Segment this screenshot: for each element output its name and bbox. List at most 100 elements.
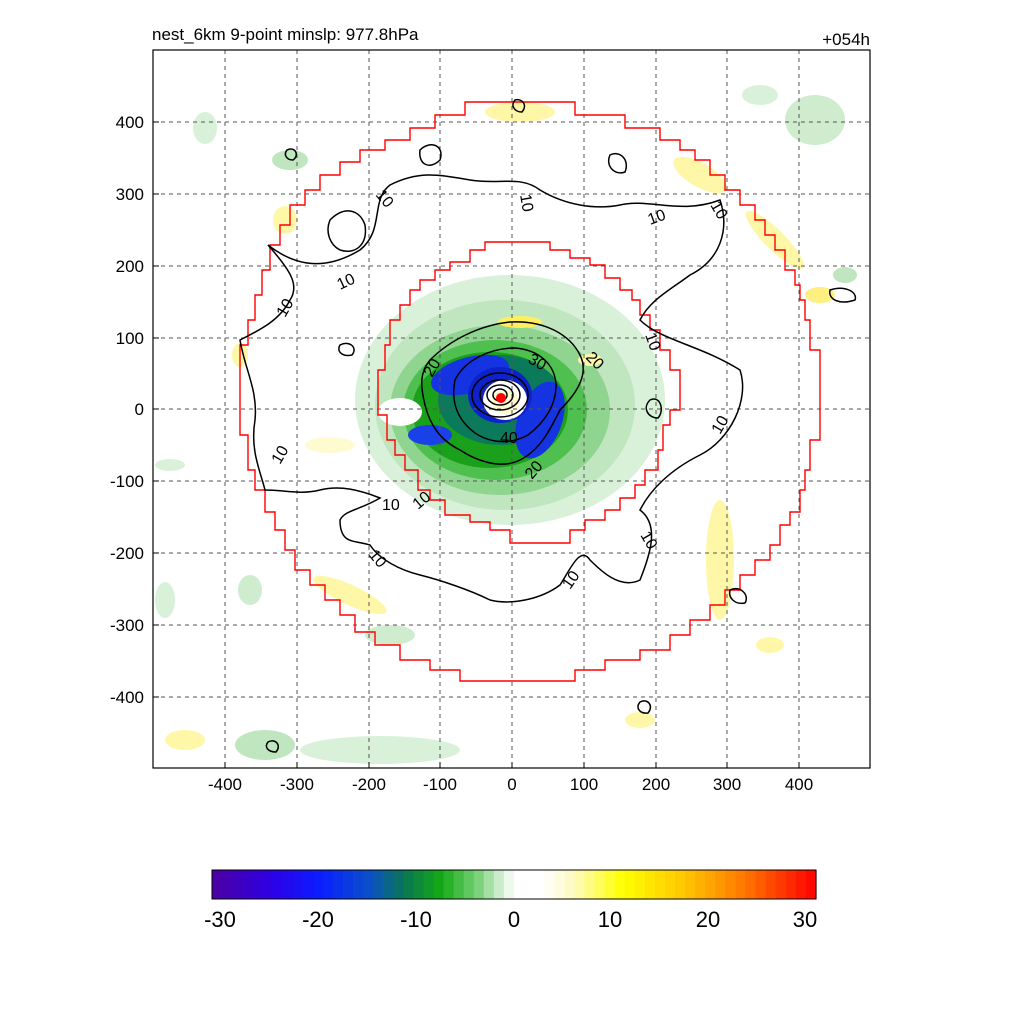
colorbar-cell [312, 870, 324, 899]
colorbar-cell [795, 870, 807, 899]
colorbar-cell [252, 870, 263, 899]
colorbar-tick-label: 30 [793, 907, 817, 932]
colorbar-cell [715, 870, 726, 899]
colorbar-cell [292, 870, 304, 899]
colorbar-tick-label: 20 [696, 907, 720, 932]
colorbar-cell [413, 870, 424, 899]
colorbar-cell [665, 870, 676, 899]
colorbar-cell [574, 870, 586, 899]
colorbar-cell [373, 870, 384, 899]
colorbar-cell [564, 870, 575, 899]
colorbar-cells [212, 870, 817, 899]
colorbar-cell [232, 870, 243, 899]
contour-label: 10 [707, 199, 731, 223]
colorbar-cell [634, 870, 646, 899]
y-tick-label: 300 [116, 185, 144, 204]
nest-boundaries [239, 101, 821, 682]
colorbar-cell [342, 870, 354, 899]
x-tick-label: -400 [208, 775, 242, 794]
colorbar-cell [775, 870, 787, 899]
colorbar-cell [282, 870, 294, 899]
x-tick-label: 200 [642, 775, 670, 794]
y-tick-label: -300 [110, 616, 144, 635]
colorbar-cell [443, 870, 455, 899]
storm-center-marker [496, 393, 506, 403]
colorbar-cell [352, 870, 364, 899]
y-tick-label: 0 [135, 400, 144, 419]
y-tick-labels: 400 300 200 100 0 -100 -200 -300 -400 [110, 113, 144, 707]
contour-label: 10 [709, 413, 733, 437]
colorbar-cell [534, 870, 545, 899]
contour-label: 10 [335, 271, 358, 294]
colorbar-cell [383, 870, 394, 899]
plot-area: 10 10 10 10 10 10 10 10 10 10 10 20 20 2… [153, 50, 870, 768]
colorbar-cell [755, 870, 767, 899]
contour-label: 40 [500, 430, 518, 447]
contour-label: 10 [274, 296, 298, 320]
y-tick-label: -100 [110, 472, 144, 491]
y-tick-label: 200 [116, 257, 144, 276]
contour-label: 30 [525, 351, 549, 375]
colorbar-cell [453, 870, 465, 899]
x-tick-label: 300 [713, 775, 741, 794]
inner-nest-boundary [377, 241, 681, 544]
x-tick-label: -100 [423, 775, 457, 794]
colorbar-cell [594, 870, 606, 899]
colorbar-cell [423, 870, 435, 899]
colorbar-cell [403, 870, 414, 899]
colorbar-cell [675, 870, 686, 899]
colorbar-cell [705, 870, 716, 899]
colorbar-cell [514, 870, 525, 899]
colorbar-cell [614, 870, 626, 899]
contour-label: 10 [637, 529, 661, 553]
colorbar-cell [644, 870, 656, 899]
contour-label: 10 [641, 331, 663, 354]
x-tick-label: -200 [352, 775, 386, 794]
colorbar-cell [725, 870, 737, 899]
colorbar-tick-label: -10 [400, 907, 432, 932]
colorbar-cell [544, 870, 555, 899]
contour-label: 10 [269, 443, 293, 467]
colorbar-cell [695, 870, 706, 899]
colorbar-cell [332, 870, 344, 899]
colorbar-cell [322, 870, 334, 899]
colorbar-cell [745, 870, 757, 899]
colorbar-cell [393, 870, 404, 899]
colorbar-cell [212, 870, 223, 899]
colorbar-cell [222, 870, 233, 899]
axis-ticks [153, 121, 800, 768]
colorbar-cell [624, 870, 636, 899]
contour-label: 20 [421, 356, 445, 380]
colorbar-cell [503, 870, 515, 899]
colorbar-cell [262, 870, 273, 899]
colorbar-cell [433, 870, 445, 899]
colorbar-cell [604, 870, 616, 899]
outer-nest-boundary [239, 101, 821, 682]
x-tick-label: 100 [570, 775, 598, 794]
colorbar-cell [735, 870, 747, 899]
colorbar-cell [584, 870, 596, 899]
colorbar-tick-label: 10 [598, 907, 622, 932]
contour-label: 10 [382, 497, 400, 514]
colorbar-cell [785, 870, 797, 899]
chart-title: nest_6km 9-point minslp: 977.8hPa [152, 25, 419, 44]
colorbar-tick-label: 0 [508, 907, 520, 932]
colorbar-cell [272, 870, 284, 899]
colorbar-cell [302, 870, 314, 899]
colorbar-tick-label: -20 [302, 907, 334, 932]
colorbar-cell [685, 870, 696, 899]
colorbar-cell [524, 870, 535, 899]
colorbar-cell [473, 870, 485, 899]
x-tick-label: 0 [507, 775, 516, 794]
contour-label: 10 [516, 193, 536, 214]
colorbar-cell [483, 870, 495, 899]
colorbar-cell [493, 870, 505, 899]
colorbar: -30 -20 -10 0 10 20 30 [204, 869, 817, 932]
x-tick-label: 400 [785, 775, 813, 794]
colorbar-cell [363, 870, 374, 899]
colorbar-cell [242, 870, 253, 899]
y-tick-label: -200 [110, 544, 144, 563]
x-tick-label: -300 [280, 775, 314, 794]
colorbar-cell [654, 870, 666, 899]
